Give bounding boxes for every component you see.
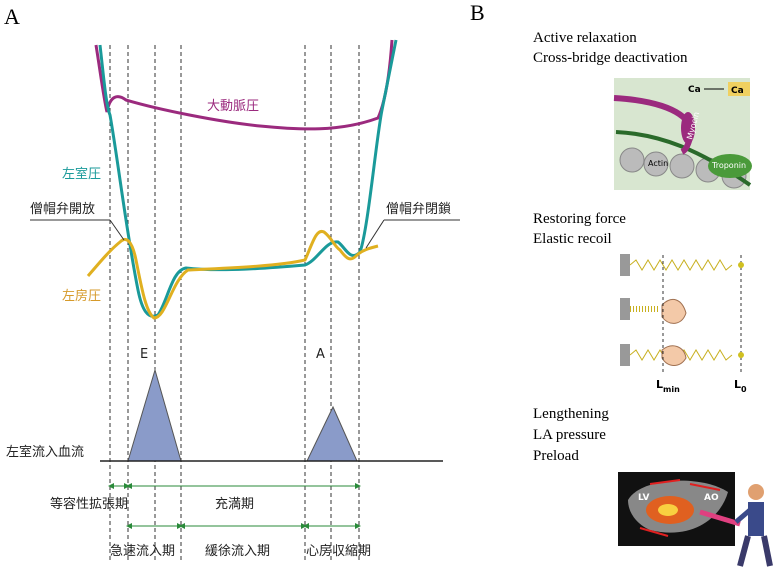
heading: Restoring force (533, 211, 626, 227)
panel-label: A (4, 4, 20, 29)
dividers (109, 45, 360, 560)
phase-label: 等容性拡張期 (50, 496, 128, 512)
heading: Cross-bridge deactivation (533, 50, 688, 66)
heading: Lengthening (533, 406, 609, 422)
lv-label: 左室圧 (62, 166, 101, 182)
inflow-label: 左室流入血流 (6, 444, 84, 460)
a-label: A (316, 347, 325, 362)
lv-label: LV (638, 493, 649, 503)
la-label: 左房圧 (62, 288, 101, 304)
l: L (656, 378, 663, 391)
sub: min (663, 385, 680, 394)
e-wave (127, 368, 182, 462)
aortic-curve (94, 39, 394, 131)
e-label: E (140, 347, 148, 362)
leader (365, 219, 385, 249)
phase-label: 充満期 (215, 496, 254, 512)
a-wave (306, 405, 358, 462)
panel-label: B (470, 0, 485, 25)
la-curve (86, 229, 379, 320)
leader (109, 219, 125, 241)
lmin-label: Lmin (656, 378, 680, 394)
ca-label: Ca (731, 86, 744, 96)
lv-curve (98, 39, 398, 318)
phase-label: 緩徐流入期 (205, 544, 270, 559)
crossbridge-image: Ca Ca Myocin Actin Troponin (613, 78, 752, 190)
l: L (734, 378, 741, 391)
l0-label: L0 (734, 378, 747, 394)
ca-label: Ca (688, 85, 701, 95)
actin-label: Actin (648, 159, 668, 168)
mitral-open-label: 僧帽弁開放 (30, 201, 95, 217)
phase-label: 急速流入期 (110, 544, 175, 559)
troponin-label: Troponin (711, 161, 746, 170)
panel-b: B Active relaxation Cross-bridge deactiv… (470, 0, 773, 567)
heading: Active relaxation (533, 30, 637, 46)
spring-image: Lmin L0 (620, 254, 747, 394)
heart-image: LV AO (618, 472, 773, 567)
sub: 0 (741, 385, 747, 394)
heading: Elastic recoil (533, 231, 612, 247)
aortic-label: 大動脈圧 (207, 99, 259, 114)
heading: LA pressure (533, 427, 606, 443)
heading: Preload (533, 448, 579, 464)
phase-label: 心房収縮期 (306, 543, 371, 559)
mitral-close-label: 僧帽弁閉鎖 (386, 201, 451, 217)
panel-a: A 大動脈圧 左室圧 僧帽弁開放 僧帽弁閉鎖 左房圧 E A 左室流入血流 等容… (4, 4, 460, 560)
ao-label: AO (704, 493, 719, 503)
